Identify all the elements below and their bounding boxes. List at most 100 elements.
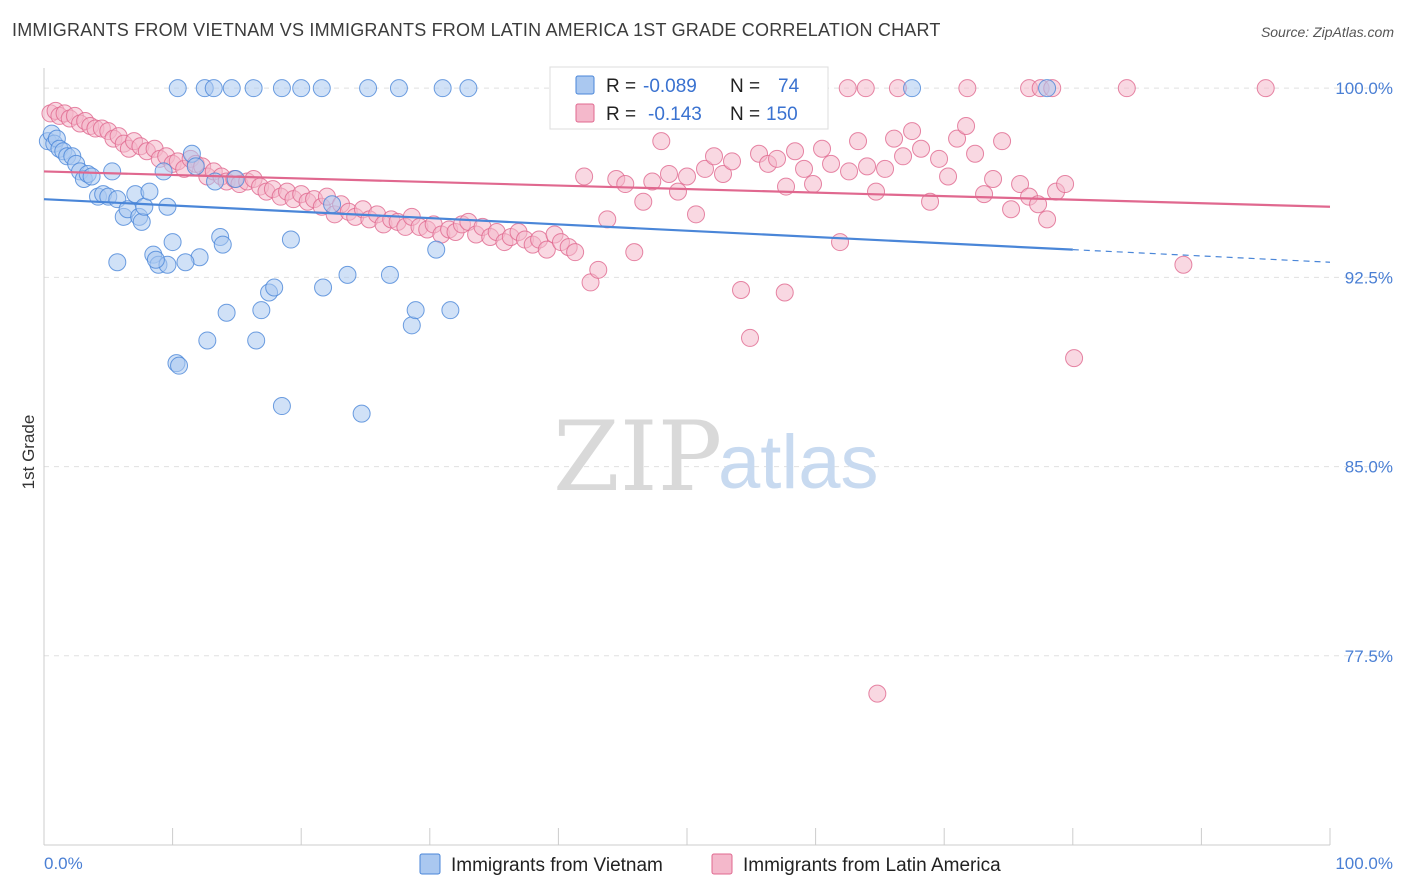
- legend-swatch-latin-america: [575, 103, 595, 123]
- latin-america-point-92: [659, 164, 678, 183]
- latin-america-point-143: [958, 79, 977, 98]
- latin-america-point-134: [1038, 210, 1057, 229]
- latin-america-point-126: [966, 144, 985, 163]
- vietnam-point-27: [154, 162, 173, 181]
- vietnam-point-51: [380, 265, 399, 284]
- latin-america-point-148: [1256, 79, 1275, 98]
- correlation-legend: R = -0.089 N = 74 R = -0.143 N = 150: [549, 66, 829, 130]
- vietnam-point-58: [168, 79, 187, 98]
- latin-america-point-106: [786, 142, 805, 161]
- vietnam-point-71: [1038, 79, 1057, 98]
- vietnam-point-61: [222, 79, 241, 98]
- vietnam-point-62: [244, 79, 263, 98]
- y-tick-labels: 100.0% 92.5% 85.0% 77.5%: [1335, 79, 1393, 666]
- vietnam-point-41: [247, 331, 266, 350]
- latin-america-point-139: [868, 684, 887, 703]
- latin-america-point-89: [634, 192, 653, 211]
- latin-america-point-82: [575, 167, 594, 186]
- latin-america-point-128: [984, 170, 1003, 188]
- vietnam-point-38: [213, 235, 232, 254]
- vietnam-point-42: [252, 301, 271, 320]
- latin-america-point-99: [723, 152, 742, 171]
- latin-america-point-95: [687, 205, 706, 224]
- legend-swatch-vietnam: [575, 75, 595, 95]
- legend-r-label-vietnam: R =: [606, 76, 636, 97]
- legend-box: [549, 66, 829, 130]
- vietnam-point-70: [903, 79, 922, 98]
- vietnam-point-45: [272, 397, 291, 416]
- y-tick-label-2: 85.0%: [1345, 458, 1393, 477]
- latin-america-point-90: [643, 172, 662, 191]
- legend-r-value-vietnam: -0.089: [643, 76, 697, 97]
- y-axis-label: 1st Grade: [19, 415, 38, 490]
- vietnam-point-73: [176, 253, 195, 272]
- legend-n-label-vietnam: N =: [730, 76, 760, 97]
- vietnam-trend-line: [43, 198, 1073, 251]
- bottom-legend-swatch-vietnam: [419, 853, 441, 875]
- latin-america-trend-line: [43, 170, 1331, 208]
- watermark-atlas: atlas: [718, 420, 879, 505]
- trend-lines: [43, 170, 1331, 263]
- bottom-legend-swatch-latin-america: [711, 853, 733, 875]
- vietnam-point-56: [108, 253, 127, 272]
- latin-america-point-137: [1065, 349, 1084, 368]
- vietnam-point-35: [198, 331, 217, 350]
- latin-america-point-123: [939, 167, 958, 186]
- legend-r-label-latin-america: R =: [606, 104, 636, 125]
- series-legend: Immigrants from Vietnam Immigrants from …: [419, 853, 1001, 876]
- vietnam-point-44: [265, 278, 284, 297]
- vietnam-point-23: [135, 197, 154, 216]
- x-tick-label-100: 100.0%: [1335, 854, 1393, 873]
- vietnam-point-47: [314, 278, 333, 297]
- bottom-legend-latin-america: Immigrants from Latin America: [743, 855, 1001, 876]
- latin-america-point-101: [741, 328, 760, 347]
- latin-america-point-96: [696, 159, 715, 178]
- vietnam-point-52: [402, 316, 421, 335]
- vietnam-point-57: [146, 250, 165, 269]
- latin-america-point-136: [1056, 175, 1075, 194]
- latin-america-point-114: [858, 157, 877, 176]
- vietnam-point-55: [441, 301, 460, 320]
- vietnam-point-22: [132, 212, 151, 231]
- y-tick-label-1: 92.5%: [1345, 268, 1393, 287]
- latin-america-point-112: [840, 162, 859, 181]
- latin-america-point-138: [1174, 255, 1193, 274]
- latin-america-point-107: [795, 159, 814, 178]
- latin-america-point-131: [1011, 175, 1030, 194]
- vietnam-point-72: [158, 197, 177, 216]
- latin-america-point-127: [975, 185, 994, 204]
- y-tick-label-0: 100.0%: [1335, 79, 1393, 98]
- latin-america-point-111: [831, 233, 850, 252]
- vietnam-point-60: [204, 79, 223, 98]
- vietnam-point-33: [186, 157, 205, 176]
- legend-n-value-latin-america: 150: [766, 104, 798, 125]
- latin-america-point-147: [1117, 79, 1136, 98]
- latin-america-point-119: [903, 122, 922, 141]
- latin-america-point-129: [993, 132, 1012, 151]
- latin-america-point-87: [616, 175, 635, 194]
- vietnam-point-16: [103, 162, 122, 181]
- latin-america-point-109: [813, 139, 832, 158]
- watermark-zip: ZIP: [553, 401, 722, 513]
- latin-america-point-120: [912, 139, 931, 158]
- latin-america-point-118: [894, 147, 913, 166]
- latin-america-point-93: [668, 182, 687, 201]
- vietnam-point-24: [140, 182, 159, 201]
- latin-america-point-124: [948, 129, 967, 148]
- latin-america-point-100: [732, 281, 751, 299]
- x-ticks: [43, 828, 1331, 845]
- vietnam-point-46: [281, 230, 300, 249]
- vietnam-trend-extension: [1072, 249, 1331, 263]
- latin-america-point-130: [1002, 200, 1021, 219]
- vietnam-point-69: [459, 79, 478, 98]
- latin-america-point-121: [921, 192, 940, 211]
- latin-america-point-81: [566, 243, 585, 262]
- latin-america-point-94: [678, 167, 696, 186]
- latin-america-point-140: [838, 79, 857, 98]
- latin-america-point-98: [714, 164, 733, 183]
- chart-title: IMMIGRANTS FROM VIETNAM VS IMMIGRANTS FR…: [12, 20, 941, 40]
- latin-america-point-91: [652, 132, 671, 151]
- latin-america-point-115: [867, 182, 886, 201]
- latin-america-point-117: [885, 129, 904, 148]
